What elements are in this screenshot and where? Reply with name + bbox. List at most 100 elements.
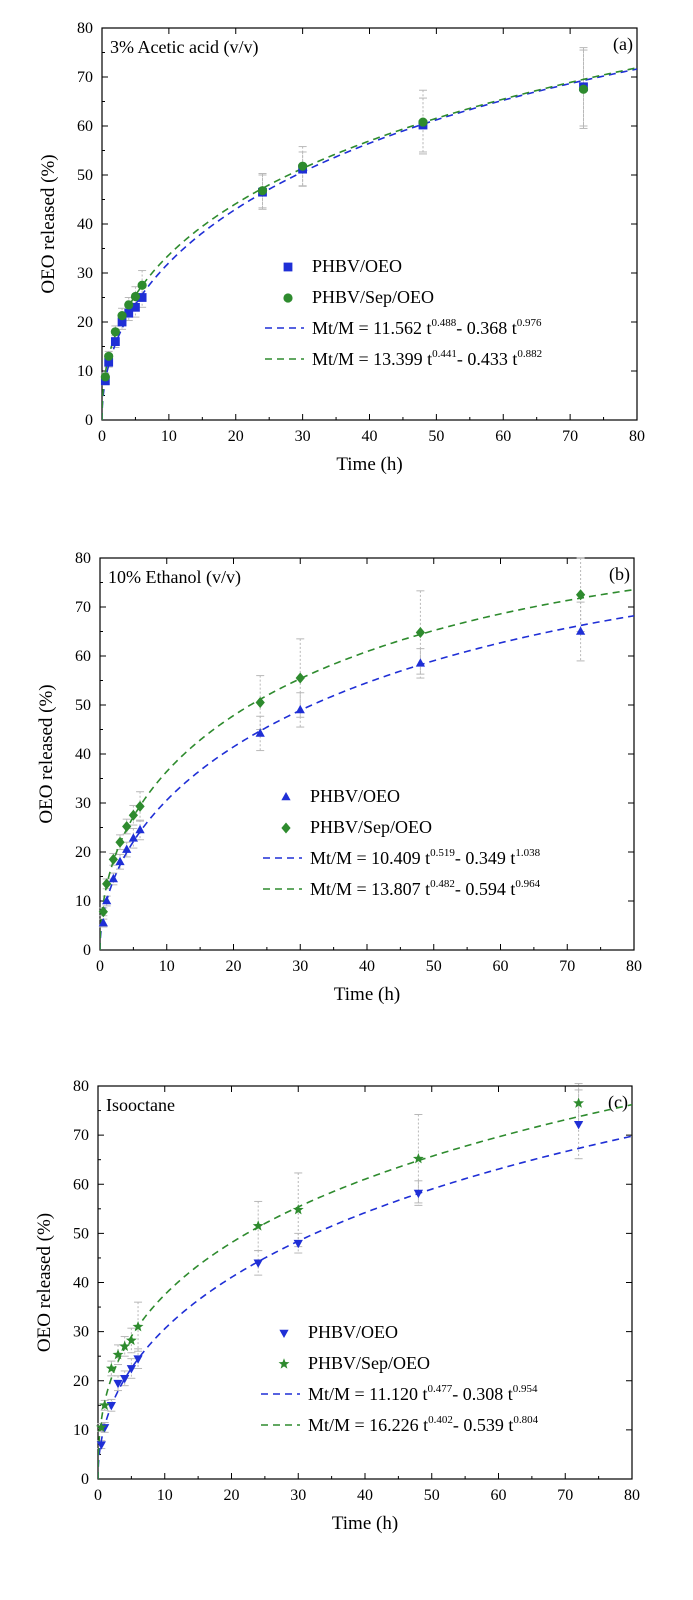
data-point [113, 1379, 123, 1389]
data-point [415, 626, 426, 638]
x-tick-label: 60 [491, 1487, 507, 1504]
fit-curve-1 [102, 68, 637, 420]
chart-panel-b: 0 10 20 30 40 50 60 70 80 0 10 20 30 40 50 60 70 80 Time (… [36, 550, 642, 1005]
x-tick-label: 0 [98, 428, 106, 445]
data-point [133, 1355, 143, 1364]
x-tick-label: 50 [426, 958, 442, 975]
data-point [575, 589, 586, 601]
x-tick-label: 0 [94, 1487, 102, 1504]
y-axis-title: OEO released (%) [36, 684, 57, 823]
y-tick-label: 10 [75, 893, 91, 910]
fit-curve-1 [100, 615, 634, 950]
y-tick-label: 60 [75, 648, 91, 665]
data-point [253, 1259, 263, 1268]
legend-marker [281, 822, 291, 834]
y-axis-title: OEO released (%) [38, 154, 59, 293]
x-tick-label: 20 [224, 1487, 240, 1504]
data-point [125, 1334, 137, 1346]
y-tick-label: 80 [77, 20, 93, 37]
data-point [100, 372, 110, 382]
legend-fit-equation: Mt/M = 16.226 t0.402- 0.539 t0.804 [308, 1414, 539, 1435]
data-point [135, 800, 145, 812]
y-tick-label: 10 [77, 363, 93, 380]
data-point [102, 878, 112, 890]
data-point [98, 906, 108, 918]
x-axis-title: Time (h) [334, 984, 400, 1005]
data-point [293, 1239, 303, 1249]
x-tick-label: 70 [559, 958, 575, 975]
series-1 [96, 1121, 584, 1450]
data-point [96, 1441, 106, 1450]
x-tick-label: 20 [228, 428, 244, 445]
x-tick-label: 30 [292, 958, 308, 975]
data-point [126, 1365, 136, 1374]
y-tick-label: 60 [77, 118, 93, 135]
data-point [255, 697, 265, 709]
data-point [117, 317, 127, 327]
data-point [137, 293, 147, 302]
x-tick-label: 80 [624, 1487, 640, 1504]
legend: PHBV/OEO PHBV/Sep/OEO Mt/M = 10.409 t0.519… [263, 786, 541, 899]
data-point [122, 844, 132, 853]
x-tick-label: 10 [159, 958, 175, 975]
legend-fit-equation: Mt/M = 11.562 t0.488- 0.368 t0.976 [312, 317, 542, 338]
x-tick-label: 80 [626, 958, 642, 975]
data-point [95, 1421, 107, 1433]
panel-label: (a) [613, 34, 633, 55]
data-point [115, 836, 125, 848]
x-tick-label: 60 [495, 428, 511, 445]
chart-panel-c: 0 10 20 30 40 50 60 70 80 0 10 20 30 40 50 60 70 80 Time (… [34, 1078, 640, 1534]
data-point [104, 351, 114, 361]
x-tick-label: 10 [157, 1487, 173, 1504]
y-axis-title: OEO released (%) [34, 1213, 55, 1352]
x-tick-label: 40 [357, 1487, 373, 1504]
legend-label: PHBV/OEO [312, 256, 402, 276]
data-point [120, 1374, 130, 1384]
legend-label: PHBV/Sep/OEO [308, 1353, 430, 1373]
series-1 [98, 626, 586, 927]
legend-label: PHBV/Sep/OEO [310, 817, 432, 837]
data-point [298, 161, 308, 171]
legend-marker [278, 1358, 290, 1369]
y-tick-label: 50 [75, 697, 91, 714]
y-tick-label: 40 [73, 1275, 89, 1292]
data-point [122, 821, 132, 833]
data-point [135, 824, 145, 834]
data-point [106, 1402, 116, 1411]
data-point [119, 1340, 131, 1351]
data-point [108, 873, 118, 883]
data-point [128, 833, 138, 842]
data-point [412, 1152, 424, 1164]
legend-marker [281, 791, 291, 801]
y-tick-label: 30 [77, 265, 93, 282]
y-tick-label: 20 [73, 1373, 89, 1390]
y-tick-label: 30 [73, 1324, 89, 1341]
x-tick-label: 80 [629, 428, 645, 445]
data-point [112, 1348, 124, 1360]
y-tick-label: 20 [75, 844, 91, 861]
y-tick-label: 70 [75, 599, 91, 616]
y-tick-label: 0 [83, 942, 91, 959]
data-point [98, 917, 108, 927]
data-point [117, 311, 127, 321]
data-point [128, 809, 138, 821]
x-tick-label: 30 [290, 1487, 306, 1504]
legend-fit-equation: Mt/M = 11.120 t0.477- 0.308 t0.954 [308, 1383, 538, 1404]
x-tick-label: 70 [557, 1487, 573, 1504]
y-tick-label: 70 [77, 69, 93, 86]
data-point [573, 1097, 585, 1108]
y-tick-label: 0 [85, 412, 93, 429]
y-tick-label: 30 [75, 795, 91, 812]
chart-panel-a: 0 10 20 30 40 50 60 70 80 0 10 20 30 40 50 60 70 80 Time (… [38, 20, 645, 475]
legend-fit-equation: Mt/M = 13.399 t0.441- 0.433 t0.882 [312, 348, 542, 369]
panel-title: 10% Ethanol (v/v) [108, 567, 241, 588]
panel-title: 3% Acetic acid (v/v) [110, 37, 258, 58]
data-point [413, 1189, 424, 1199]
y-tick-label: 40 [77, 216, 93, 233]
y-tick-label: 80 [75, 550, 91, 567]
data-point [115, 856, 125, 866]
panel-label: (c) [608, 1092, 628, 1113]
y-tick-label: 50 [73, 1225, 89, 1242]
legend-fit-equation: Mt/M = 13.807 t0.482- 0.594 t0.964 [310, 878, 541, 899]
